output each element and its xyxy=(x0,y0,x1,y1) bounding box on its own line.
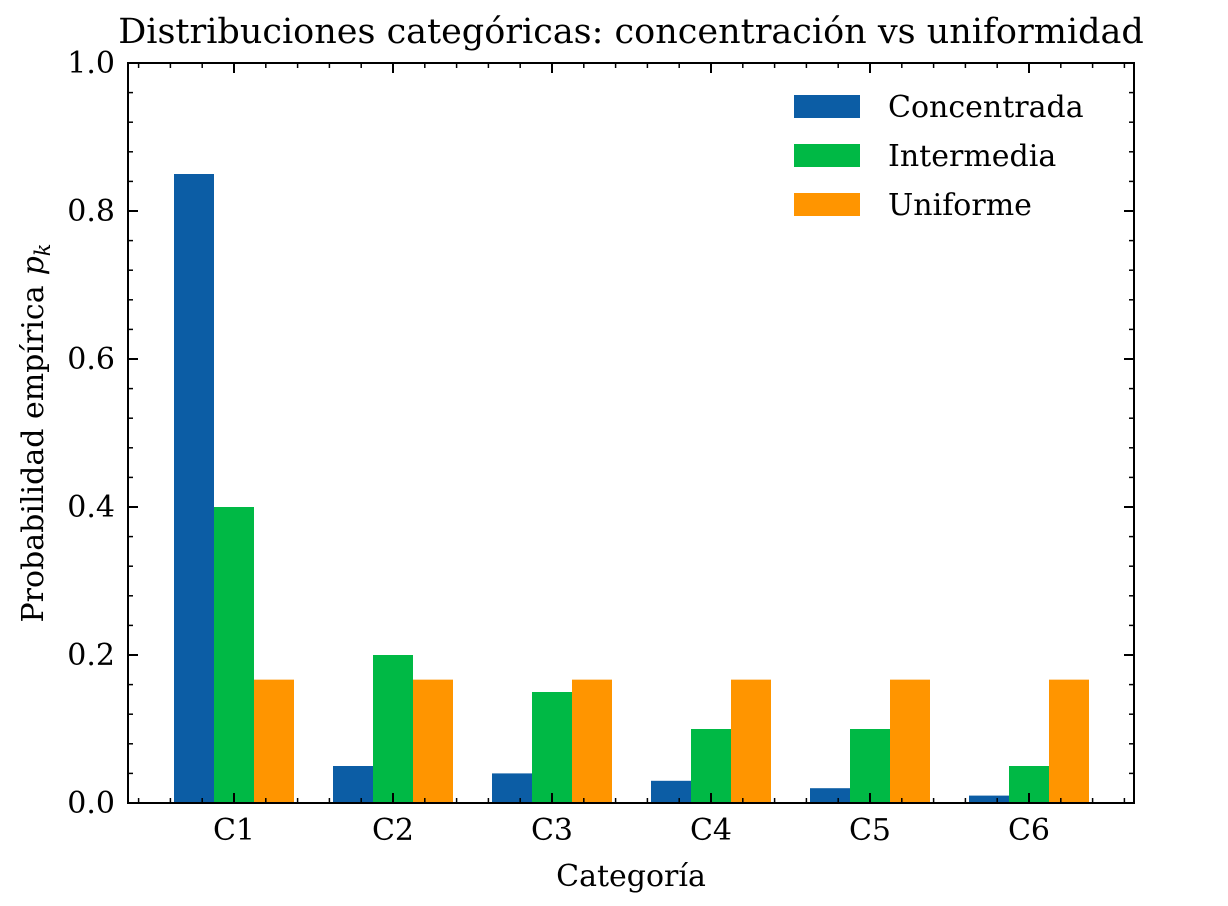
bar-uniforme-c2 xyxy=(413,679,453,803)
x-tick-label: C6 xyxy=(1008,813,1050,848)
y-axis-label: Probabilidad empírica pk xyxy=(16,243,55,622)
legend-swatch-uniforme xyxy=(794,193,860,216)
legend-swatch-concentrada xyxy=(794,95,860,118)
y-tick-labels: 0.0 0.2 0.4 0.6 0.8 1.0 xyxy=(67,46,115,821)
bar-concentrada-c3 xyxy=(492,773,532,803)
legend-label-intermedia: Intermedia xyxy=(888,139,1056,174)
bar-uniforme-c5 xyxy=(890,679,930,803)
bar-uniforme-c1 xyxy=(254,679,294,803)
chart-title: Distribuciones categóricas: concentració… xyxy=(118,12,1144,52)
bar-uniforme-c4 xyxy=(731,679,771,803)
x-tick-label: C5 xyxy=(849,813,891,848)
bar-uniforme-c6 xyxy=(1049,679,1089,803)
bar-intermedia-c3 xyxy=(532,692,572,803)
bar-concentrada-c1 xyxy=(174,174,214,803)
legend: Concentrada Intermedia Uniforme xyxy=(794,90,1084,223)
bar-intermedia-c4 xyxy=(691,729,731,803)
bar-intermedia-c2 xyxy=(373,655,413,803)
y-tick-label: 0.0 xyxy=(67,786,115,821)
x-tick-label: C2 xyxy=(372,813,414,848)
x-axis-label: Categoría xyxy=(556,859,706,894)
bar-concentrada-c6 xyxy=(969,795,1009,803)
y-tick-label: 0.4 xyxy=(67,490,115,525)
legend-label-uniforme: Uniforme xyxy=(888,188,1032,223)
x-tick-label: C1 xyxy=(213,813,255,848)
bar-uniforme-c3 xyxy=(572,679,612,803)
y-tick-label: 1.0 xyxy=(67,46,115,81)
bar-concentrada-c5 xyxy=(810,788,850,803)
bar-concentrada-c4 xyxy=(651,780,691,803)
legend-label-concentrada: Concentrada xyxy=(888,90,1084,125)
bar-intermedia-c1 xyxy=(214,507,254,803)
plot-frame xyxy=(127,62,1135,804)
y-tick-label: 0.2 xyxy=(67,638,115,673)
x-tick-labels: C1 C2 C3 C4 C5 C6 xyxy=(213,813,1050,848)
x-tick-label: C4 xyxy=(690,813,732,848)
x-tick-label: C3 xyxy=(531,813,573,848)
bar-intermedia-c5 xyxy=(850,729,890,803)
y-axis-label-subscript: k xyxy=(31,243,55,256)
y-tick-label: 0.6 xyxy=(67,342,115,377)
y-axis-label-symbol: p xyxy=(16,256,51,275)
bar-concentrada-c2 xyxy=(333,766,373,803)
y-tick-label: 0.8 xyxy=(67,194,115,229)
y-axis-label-text: Probabilidad empírica xyxy=(16,285,51,622)
legend-swatch-intermedia xyxy=(794,144,860,167)
bars-group xyxy=(174,174,1089,803)
